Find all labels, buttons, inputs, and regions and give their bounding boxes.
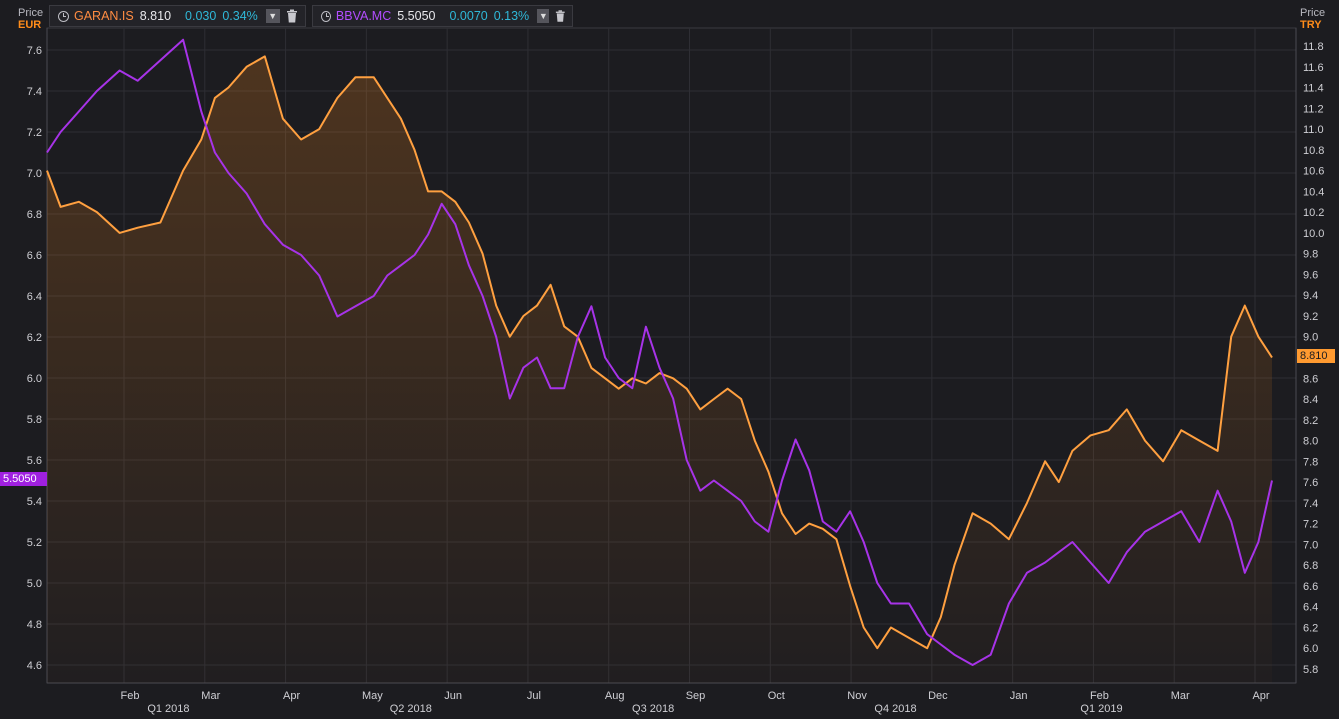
right-tick-label: 9.6 (1303, 269, 1318, 281)
instrument-change: 0.0070 (449, 9, 488, 23)
left-axis-ticks: 4.6 4.8 5.0 5.2 5.4 5.6 5.8 6.0 6.2 6.4 6.6 6.8 7.0 7… (27, 45, 42, 672)
right-tick-label: 10.2 (1303, 207, 1324, 219)
left-tick-label: 7.4 (27, 86, 42, 98)
right-tick-label: 6.8 (1303, 560, 1318, 572)
instrument-change-pct: 0.34% (222, 9, 258, 23)
garan-area-fill (47, 56, 1272, 683)
x-month-label: Oct (768, 690, 785, 702)
left-tick-label: 5.0 (27, 578, 42, 590)
right-tick-label: 7.4 (1303, 498, 1318, 510)
left-tick-label: 5.2 (27, 537, 42, 549)
left-axis-title-label: Price (18, 7, 44, 19)
trash-icon[interactable] (555, 9, 566, 23)
right-tick-label: 11.2 (1303, 103, 1324, 115)
chart-series (46, 38, 1273, 666)
x-month-label: Jan (1010, 690, 1028, 702)
x-month-label: Aug (605, 690, 625, 702)
instrument-price: 5.5050 (397, 9, 436, 23)
right-tick-label: 10.8 (1303, 145, 1324, 157)
x-quarter-label: Q4 2018 (874, 703, 916, 715)
instrument-chip-garan[interactable]: GARAN.IS 8.810 0.030 0.34% ▼ (49, 5, 306, 27)
right-axis-title: Price TRY (1300, 7, 1325, 31)
right-axis-title-label: Price (1300, 7, 1326, 19)
right-tick-label: 8.6 (1303, 373, 1318, 385)
right-tick-label: 11.4 (1303, 83, 1324, 95)
right-tick-label: 8.4 (1303, 394, 1318, 406)
x-axis-ticks: Feb Mar Apr May Jun Jul Aug Sep Oct Nov Dec Jan Feb M… (121, 690, 1270, 715)
left-tick-label: 7.0 (27, 168, 42, 180)
right-tick-label: 9.2 (1303, 311, 1318, 323)
right-tick-label: 9.0 (1303, 332, 1318, 344)
x-month-label: Jul (527, 690, 541, 702)
instrument-change: 0.030 (185, 9, 217, 23)
garan-line (46, 55, 1273, 650)
right-tick-label: 9.8 (1303, 249, 1318, 261)
left-tick-label: 6.4 (27, 291, 42, 303)
instrument-chip-bbva[interactable]: BBVA.MC 5.5050 0.0070 0.13% ▼ (312, 5, 573, 27)
left-tick-label: 6.6 (27, 250, 42, 262)
left-tick-label: 4.6 (27, 660, 42, 672)
instrument-symbol[interactable]: GARAN.IS (74, 9, 134, 23)
left-tick-label: 4.8 (27, 619, 42, 631)
trash-icon[interactable] (286, 9, 298, 23)
right-axis-currency: TRY (1300, 19, 1322, 31)
instrument-price: 8.810 (139, 9, 172, 23)
clock-icon[interactable] (58, 10, 69, 22)
right-tick-label: 10.6 (1303, 166, 1324, 178)
instrument-change-pct: 0.13% (493, 9, 530, 23)
x-month-label: Feb (121, 690, 140, 702)
x-month-label: May (362, 690, 383, 702)
right-tick-label: 7.0 (1303, 539, 1318, 551)
x-month-label: Sep (686, 690, 706, 702)
left-tick-label: 6.0 (27, 373, 42, 385)
right-tick-label: 11.6 (1303, 62, 1324, 74)
right-tick-label: 7.8 (1303, 456, 1318, 468)
right-tick-label: 8.0 (1303, 436, 1318, 448)
x-quarter-label: Q2 2018 (390, 703, 432, 715)
x-quarter-label: Q1 2018 (147, 703, 189, 715)
right-tick-label: 8.2 (1303, 415, 1318, 427)
right-axis-ticks: 5.8 6.0 6.2 6.4 6.6 6.8 7.0 7.2 7.4 7.6 7.8 8.0 8.2 8… (1303, 41, 1324, 676)
chevron-down-icon[interactable]: ▼ (537, 9, 550, 23)
left-tick-label: 6.2 (27, 332, 42, 344)
right-tick-label: 11.0 (1303, 124, 1324, 136)
garan-last-price-flag: 8.810 (1297, 349, 1335, 364)
x-month-label: Apr (1252, 690, 1269, 702)
chevron-down-icon[interactable]: ▼ (265, 9, 280, 23)
bbva-line (46, 38, 1273, 666)
right-tick-label: 10.0 (1303, 228, 1324, 240)
right-tick-label: 7.2 (1303, 519, 1318, 531)
left-tick-label: 6.8 (27, 209, 42, 221)
right-tick-label: 6.0 (1303, 643, 1318, 655)
instrument-symbol[interactable]: BBVA.MC (335, 9, 392, 23)
x-month-label: Mar (201, 690, 220, 702)
x-month-label: Dec (928, 690, 948, 702)
left-axis-currency: EUR (18, 19, 42, 31)
right-tick-label: 5.8 (1303, 664, 1318, 676)
x-month-label: Nov (847, 690, 867, 702)
left-tick-label: 5.6 (27, 455, 42, 467)
left-tick-label: 5.4 (27, 496, 42, 508)
right-tick-label: 7.6 (1303, 477, 1318, 489)
left-axis-title: Price EUR (18, 7, 43, 31)
x-month-label: Apr (283, 690, 300, 702)
left-tick-label: 7.6 (27, 45, 42, 57)
garan-area (47, 56, 1272, 683)
right-tick-label: 11.8 (1303, 41, 1324, 53)
right-tick-label: 10.4 (1303, 186, 1324, 198)
clock-icon[interactable] (321, 10, 331, 22)
left-tick-label: 5.8 (27, 414, 42, 426)
x-month-label: Jun (444, 690, 462, 702)
left-tick-label: 7.2 (27, 127, 42, 139)
x-quarter-label: Q3 2018 (632, 703, 674, 715)
right-tick-label: 6.6 (1303, 581, 1318, 593)
right-tick-label: 9.4 (1303, 290, 1318, 302)
bbva-last-price-flag: 5.5050 (0, 472, 47, 487)
right-tick-label: 6.2 (1303, 622, 1318, 634)
x-month-label: Feb (1090, 690, 1109, 702)
x-quarter-label: Q1 2019 (1080, 703, 1122, 715)
right-tick-label: 6.4 (1303, 602, 1318, 614)
x-month-label: Mar (1171, 690, 1190, 702)
